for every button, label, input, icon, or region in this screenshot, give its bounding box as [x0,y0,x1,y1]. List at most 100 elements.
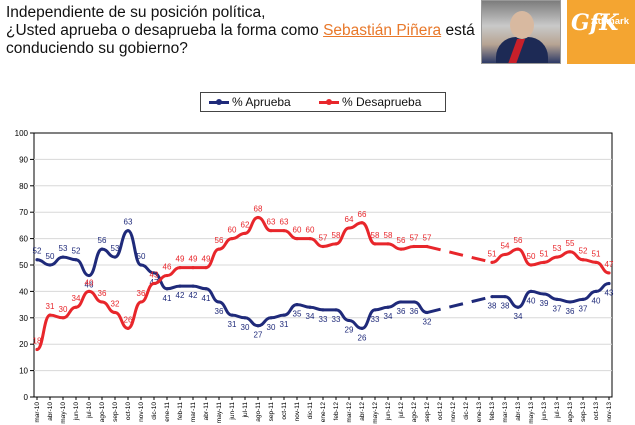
x-tick-label: abr-11 [203,402,210,421]
x-tick-label: ene-13 [476,402,483,423]
x-tick-label: oct-11 [281,402,288,420]
data-point [243,231,247,235]
data-point [568,250,572,254]
data-point [607,271,611,275]
data-label: 51 [592,249,601,258]
data-label: 53 [553,244,562,253]
data-point [87,273,91,278]
data-label: 56 [514,236,523,245]
title-line3: está conduciendo su gobierno? [6,22,475,57]
data-label: 31 [46,302,55,311]
data-point [295,303,299,307]
data-point [347,226,351,230]
data-point [594,289,598,293]
x-tick-label: mar-10 [34,402,41,423]
data-point [74,305,78,309]
data-label: 33 [371,315,380,324]
data-point [308,305,312,309]
x-tick-label: feb-11 [177,402,184,420]
data-label: 66 [358,210,367,219]
data-point [269,229,273,233]
data-point [191,266,195,270]
chart-title: Independiente de su posición política, ¿… [6,4,476,58]
data-point [178,284,182,288]
data-label: 50 [137,252,146,261]
data-point [425,310,429,315]
data-label: 39 [540,299,549,308]
data-label: 49 [189,255,198,264]
data-label: 40 [85,278,94,287]
data-point [490,260,494,264]
data-label: 36 [98,289,107,298]
legend-label-aprueba: % Aprueba [232,95,291,109]
data-point [386,242,390,246]
data-label: 43 [605,288,614,297]
data-point [425,244,429,249]
data-label: 29 [345,325,354,334]
legend-swatch-aprueba [209,98,229,105]
data-point [412,300,416,304]
data-label: 64 [345,215,354,224]
data-label: 57 [410,234,419,243]
x-tick-label: nov-12 [450,402,457,422]
data-label: 36 [397,307,406,316]
data-point [516,305,520,309]
data-label: 30 [241,323,250,332]
data-label: 53 [111,244,120,253]
data-point [373,242,377,246]
data-label: 57 [423,234,432,243]
data-label: 26 [124,315,133,324]
data-point [295,237,299,241]
y-tick-label: 60 [19,235,28,244]
data-label: 56 [215,236,224,245]
data-label: 30 [59,305,68,314]
x-tick-label: jul-11 [242,402,249,419]
data-label: 32 [111,300,120,309]
x-tick-label: may-12 [372,402,379,424]
data-label: 53 [59,244,68,253]
y-tick-label: 90 [19,155,28,164]
data-point [360,221,364,225]
data-point [399,247,403,251]
x-tick-label: jul-13 [554,402,561,419]
data-point [256,324,260,328]
data-label: 52 [33,247,42,256]
x-tick-label: ene-11 [164,402,171,422]
data-point [126,229,130,233]
data-label: 32 [423,318,432,327]
series-gap-dash-1 [426,245,493,264]
data-label: 34 [384,312,393,321]
data-point [308,237,312,241]
data-point [542,292,546,296]
x-tick-label: dic-12 [463,402,470,420]
x-tick-label: ene-12 [320,402,327,423]
president-photo [481,0,561,64]
data-label: 49 [202,255,211,264]
y-tick-label: 100 [15,129,29,138]
data-point [217,300,221,304]
data-point [412,244,416,249]
data-point [139,300,143,304]
data-point [165,273,169,278]
data-label: 60 [306,226,315,235]
x-tick-label: sep-11 [268,402,275,422]
data-point [399,300,403,304]
data-point [282,229,286,233]
data-label: 42 [176,291,185,300]
data-point [35,258,39,262]
data-label: 41 [163,294,172,303]
data-label: 51 [540,249,549,258]
x-tick-label: feb-13 [489,402,496,421]
title-highlight-link[interactable]: Sebastián Piñera [323,22,442,39]
x-tick-label: mar-13 [502,402,509,423]
data-label: 63 [124,218,133,227]
data-label: 60 [228,226,237,235]
data-label: 34 [514,312,523,321]
data-label: 58 [384,231,393,240]
y-tick-label: 30 [19,314,28,323]
data-label: 31 [280,320,289,329]
data-label: 54 [501,241,510,250]
data-point [269,316,273,320]
data-point [386,305,390,309]
legend-item-desaprueba: % Desaprueba [319,95,421,109]
